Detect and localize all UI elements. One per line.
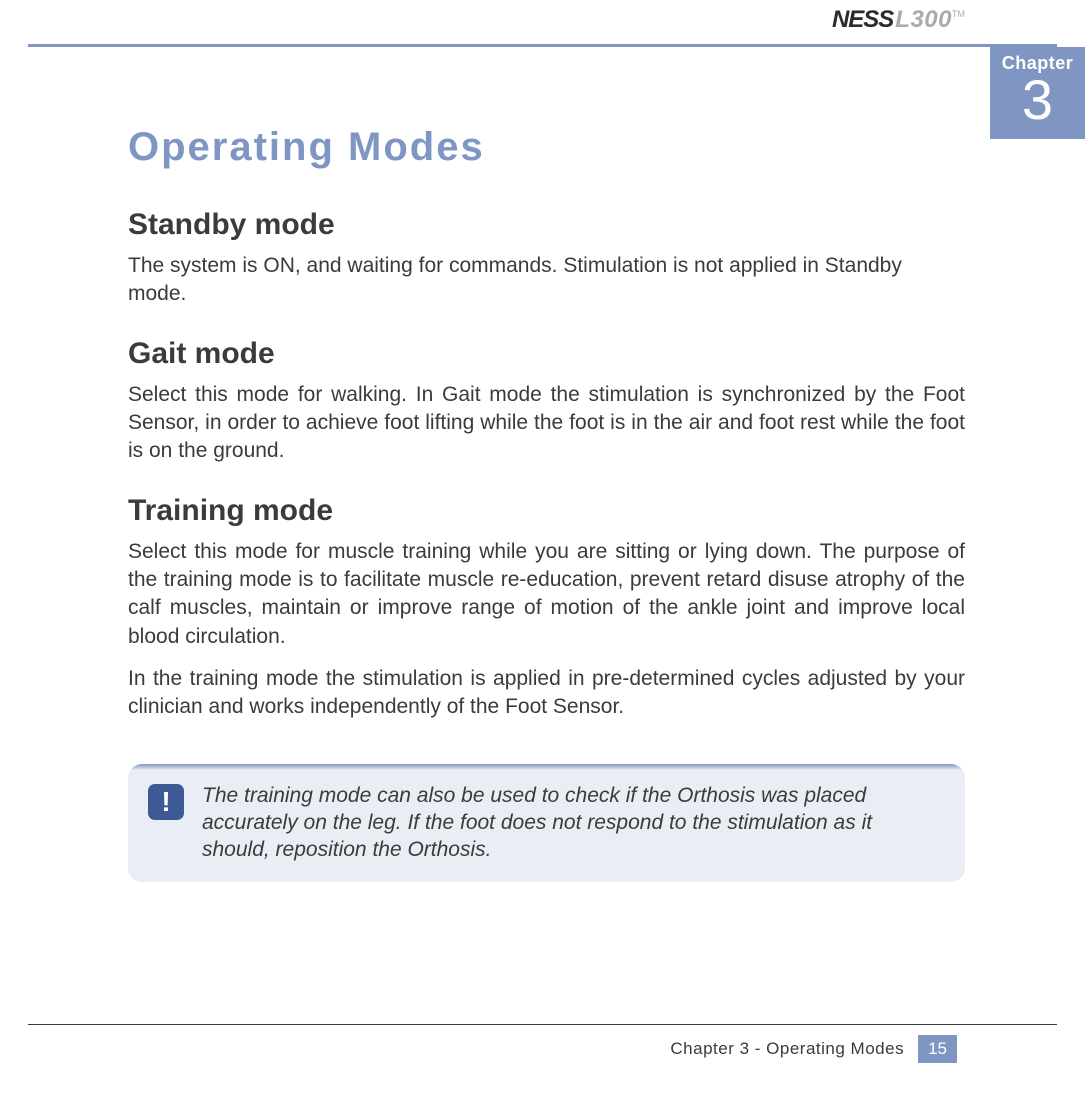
header-rule	[28, 44, 1057, 47]
brand-name-secondary: L300	[895, 6, 952, 34]
page-number: 15	[918, 1035, 957, 1063]
section-heading-standby: Standby mode	[128, 208, 965, 242]
chapter-tab: Chapter 3	[990, 47, 1085, 139]
footer-row: Chapter 3 - Operating Modes 15	[28, 1035, 1057, 1063]
section-heading-gait: Gait mode	[128, 337, 965, 371]
page-title: Operating Modes	[128, 125, 965, 170]
brand-name-primary: NESS	[832, 6, 893, 34]
brand-logo: NESS L300 TM	[832, 6, 965, 34]
section-heading-training: Training mode	[128, 494, 965, 528]
footer-rule	[28, 1024, 1057, 1025]
footer-chapter-text: Chapter 3 - Operating Modes	[670, 1035, 918, 1063]
page-footer: Chapter 3 - Operating Modes 15	[28, 1024, 1057, 1063]
body-paragraph: The system is ON, and waiting for comman…	[128, 252, 965, 309]
callout-text: The training mode can also be used to ch…	[202, 782, 941, 864]
chapter-number: 3	[990, 72, 1085, 128]
body-paragraph: Select this mode for walking. In Gait mo…	[128, 381, 965, 466]
body-paragraph: In the training mode the stimulation is …	[128, 665, 965, 722]
info-callout: ! The training mode can also be used to …	[128, 764, 965, 882]
trademark-symbol: TM	[952, 9, 965, 19]
page-header: NESS L300 TM	[0, 0, 1085, 50]
body-paragraph: Select this mode for muscle training whi…	[128, 538, 965, 651]
page-content: Operating Modes Standby mode The system …	[0, 50, 1085, 882]
exclamation-icon: !	[148, 784, 184, 820]
